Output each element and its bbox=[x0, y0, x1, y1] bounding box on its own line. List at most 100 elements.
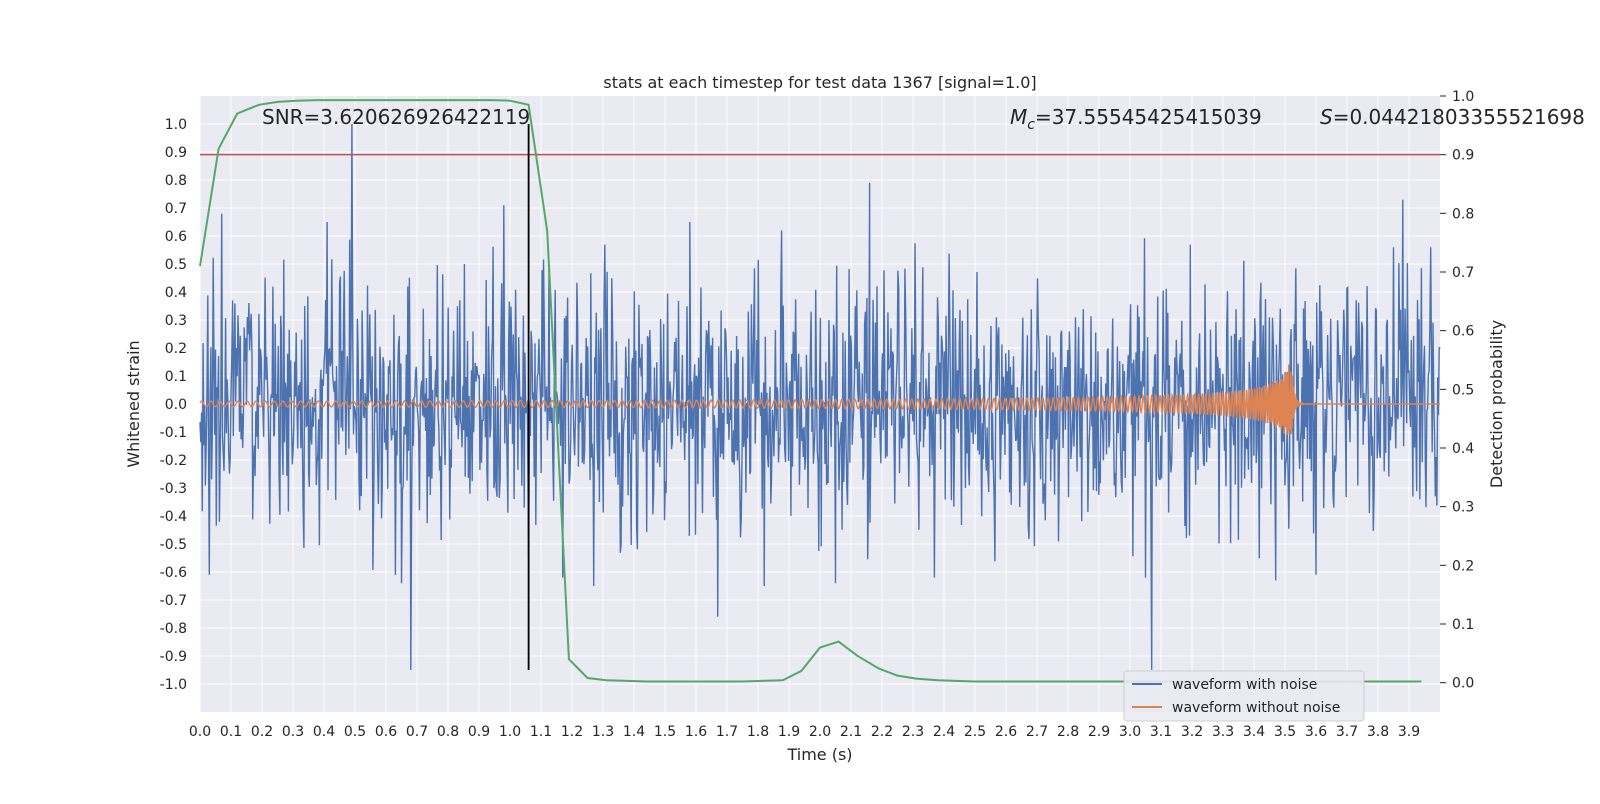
clean-waveform bbox=[199, 364, 1440, 435]
x-tick-label: 3.0 bbox=[1119, 724, 1141, 740]
y2-tick-label: 0.2 bbox=[1452, 558, 1474, 574]
x-tick-label: 2.8 bbox=[1057, 724, 1079, 740]
x-tick-label: 0.4 bbox=[313, 724, 335, 740]
x-tick-label: 3.1 bbox=[1150, 724, 1172, 740]
x-tick-label: 3.4 bbox=[1243, 724, 1265, 740]
x-tick-label: 3.3 bbox=[1212, 724, 1234, 740]
reference-lines bbox=[200, 124, 1440, 670]
y-tick-label: -0.6 bbox=[160, 565, 187, 581]
x-tick-label: 1.0 bbox=[499, 724, 521, 740]
y-tick-label: -1.0 bbox=[160, 677, 187, 693]
x-tick-label: 2.6 bbox=[995, 724, 1017, 740]
x-tick-label: 0.3 bbox=[282, 724, 304, 740]
x-tick-label: 0.5 bbox=[344, 724, 366, 740]
y-tick-label: 0.5 bbox=[165, 257, 187, 273]
x-tick-label: 0.0 bbox=[189, 724, 211, 740]
x-tick-label: 0.9 bbox=[468, 724, 490, 740]
x-tick-label: 3.6 bbox=[1305, 724, 1327, 740]
legend-box bbox=[1123, 670, 1365, 722]
mc-symbol: M bbox=[1010, 105, 1027, 129]
s-annotation: S=0.04421803355521698 bbox=[1320, 105, 1585, 129]
x-tick-label: 2.7 bbox=[1026, 724, 1048, 740]
y2-tick-label: 0.5 bbox=[1452, 382, 1474, 398]
x-tick-label: 1.7 bbox=[716, 724, 738, 740]
y2-tick-label: 0.8 bbox=[1452, 206, 1474, 222]
y-axis-label: Whitened strain bbox=[124, 340, 143, 467]
x-tick-label: 2.2 bbox=[871, 724, 893, 740]
x-tick-label: 3.9 bbox=[1398, 724, 1420, 740]
x-tick-label: 1.9 bbox=[778, 724, 800, 740]
x-tick-label: 2.4 bbox=[933, 724, 955, 740]
y-tick-label: -0.7 bbox=[160, 593, 187, 609]
legend: waveform with noise waveform without noi… bbox=[1123, 670, 1365, 722]
y-tick-label: 0.8 bbox=[165, 173, 187, 189]
noisy-waveform bbox=[199, 123, 1441, 671]
x-tick-label: 0.8 bbox=[437, 724, 459, 740]
y-tick-label: 1.0 bbox=[165, 117, 187, 133]
series-detection-probability bbox=[199, 99, 1422, 683]
y-axis-ticks: -1.0 -0.9 -0.8 -0.7 -0.6 -0.5 -0.4 -0.3 -0.2 -0.1… bbox=[160, 117, 187, 693]
y-tick-label: 0.7 bbox=[165, 201, 187, 217]
mc-subscript: c bbox=[1027, 117, 1035, 133]
x-tick-label: 2.3 bbox=[902, 724, 924, 740]
s-value: =0.04421803355521698 bbox=[1333, 105, 1585, 129]
x-tick-label: 0.1 bbox=[220, 724, 242, 740]
y-tick-label: 0.6 bbox=[165, 229, 187, 245]
y2-tick-label: 0.0 bbox=[1452, 676, 1474, 692]
y-tick-label: 0.0 bbox=[165, 397, 187, 413]
x-tick-label: 2.0 bbox=[809, 724, 831, 740]
x-tick-label: 3.2 bbox=[1181, 724, 1203, 740]
y-tick-label: -0.2 bbox=[160, 453, 187, 469]
y-tick-label: 0.1 bbox=[165, 369, 187, 385]
y-tick-label: 0.4 bbox=[165, 285, 187, 301]
x-tick-label: 3.7 bbox=[1336, 724, 1358, 740]
x-tick-label: 0.7 bbox=[406, 724, 428, 740]
y2-tick-label: 1.0 bbox=[1452, 89, 1474, 105]
probability-curve bbox=[199, 99, 1422, 683]
x-tick-label: 3.5 bbox=[1274, 724, 1296, 740]
x-tick-label: 1.5 bbox=[654, 724, 676, 740]
y-tick-label: 0.9 bbox=[165, 145, 187, 161]
x-tick-label: 1.4 bbox=[623, 724, 645, 740]
y2-tick-label: 0.9 bbox=[1452, 148, 1474, 164]
x-tick-label: 1.2 bbox=[561, 724, 583, 740]
x-tick-label: 0.6 bbox=[375, 724, 397, 740]
s-symbol: S bbox=[1320, 105, 1333, 129]
x-tick-label: 2.9 bbox=[1088, 724, 1110, 740]
y-tick-label: -0.8 bbox=[160, 621, 187, 637]
snr-annotation: SNR=3.620626926422119 bbox=[262, 105, 530, 129]
y2-tick-label: 0.1 bbox=[1452, 617, 1474, 633]
mc-value: =37.55545425415039 bbox=[1035, 105, 1262, 129]
y-tick-label: 0.2 bbox=[165, 341, 187, 357]
y-tick-label: -0.3 bbox=[160, 481, 187, 497]
x-tick-label: 1.8 bbox=[747, 724, 769, 740]
y2-axis-ticks: 0.0 0.1 0.2 0.3 0.4 0.5 0.6 0.7 0.8 0.9 1.0 bbox=[1440, 89, 1474, 692]
y-tick-label: 0.3 bbox=[165, 313, 187, 329]
x-tick-label: 1.6 bbox=[685, 724, 707, 740]
y-tick-label: -0.4 bbox=[160, 509, 187, 525]
y-tick-label: -0.5 bbox=[160, 537, 187, 553]
y2-axis-label: Detection probability bbox=[1487, 320, 1506, 488]
y2-tick-label: 0.4 bbox=[1452, 441, 1474, 457]
series-waveform-with-noise bbox=[199, 123, 1441, 671]
y-tick-label: -0.1 bbox=[160, 425, 187, 441]
chart-title: stats at each timestep for test data 136… bbox=[603, 73, 1036, 92]
mc-annotation: Mc=37.55545425415039 bbox=[1010, 105, 1262, 133]
x-axis-label: Time (s) bbox=[786, 745, 852, 764]
y-tick-label: -0.9 bbox=[160, 649, 187, 665]
series-waveform-without-noise bbox=[199, 364, 1440, 435]
x-tick-label: 1.1 bbox=[530, 724, 552, 740]
x-tick-label: 3.8 bbox=[1367, 724, 1389, 740]
x-tick-label: 0.2 bbox=[251, 724, 273, 740]
y2-tick-label: 0.6 bbox=[1452, 324, 1474, 340]
legend-label-clean: waveform without noise bbox=[1172, 700, 1340, 716]
x-axis-ticks: 0.0 0.1 0.2 0.3 0.4 0.5 0.6 0.7 0.8 0.9 1.0 1.1 1.2 1… bbox=[189, 724, 1420, 740]
legend-label-noisy: waveform with noise bbox=[1172, 677, 1317, 693]
y2-tick-label: 0.3 bbox=[1452, 500, 1474, 516]
x-tick-label: 2.5 bbox=[964, 724, 986, 740]
x-tick-label: 2.1 bbox=[840, 724, 862, 740]
x-tick-label: 1.3 bbox=[592, 724, 614, 740]
y2-tick-label: 0.7 bbox=[1452, 265, 1474, 281]
